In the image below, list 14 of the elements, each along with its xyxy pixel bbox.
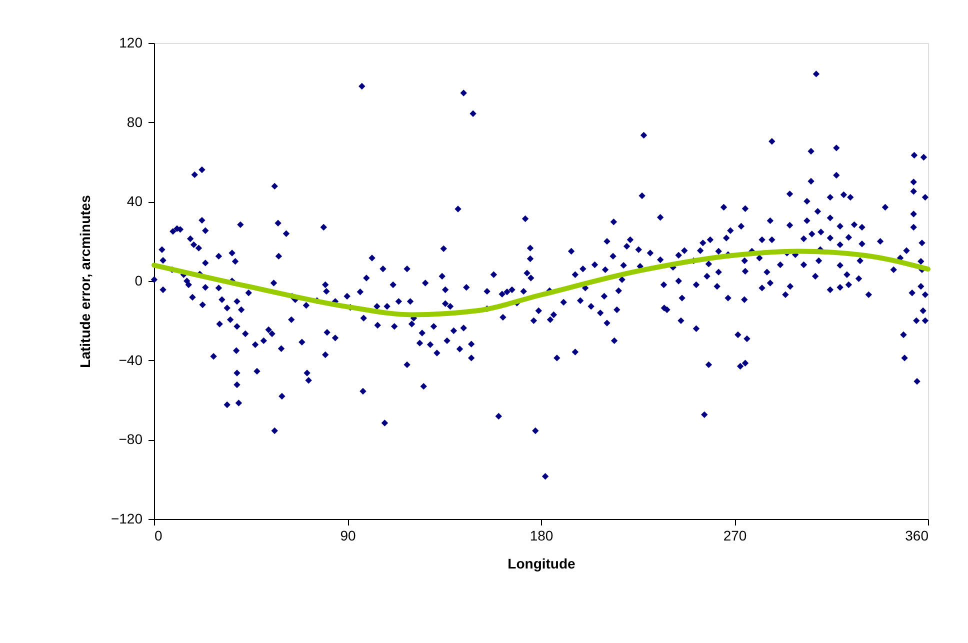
y-tick-label: 80 — [126, 114, 143, 130]
y-tick-label: 120 — [119, 34, 143, 50]
y-tick-label: −120 — [110, 510, 143, 526]
x-tick-label: 0 — [154, 528, 162, 544]
y-tick-label: 40 — [126, 193, 143, 210]
x-tick-label: 90 — [340, 528, 356, 544]
y-tick-label: 0 — [134, 272, 143, 288]
x-tick-label: 270 — [723, 528, 747, 544]
x-tick-label: 360 — [905, 528, 929, 544]
x-tick-label: 180 — [530, 528, 554, 544]
y-tick-label: −80 — [118, 431, 143, 448]
y-axis-title: Latitude error, arcminutes — [76, 194, 93, 368]
x-axis-title: Longitude — [508, 556, 576, 572]
y-tick-label: −40 — [118, 352, 143, 368]
